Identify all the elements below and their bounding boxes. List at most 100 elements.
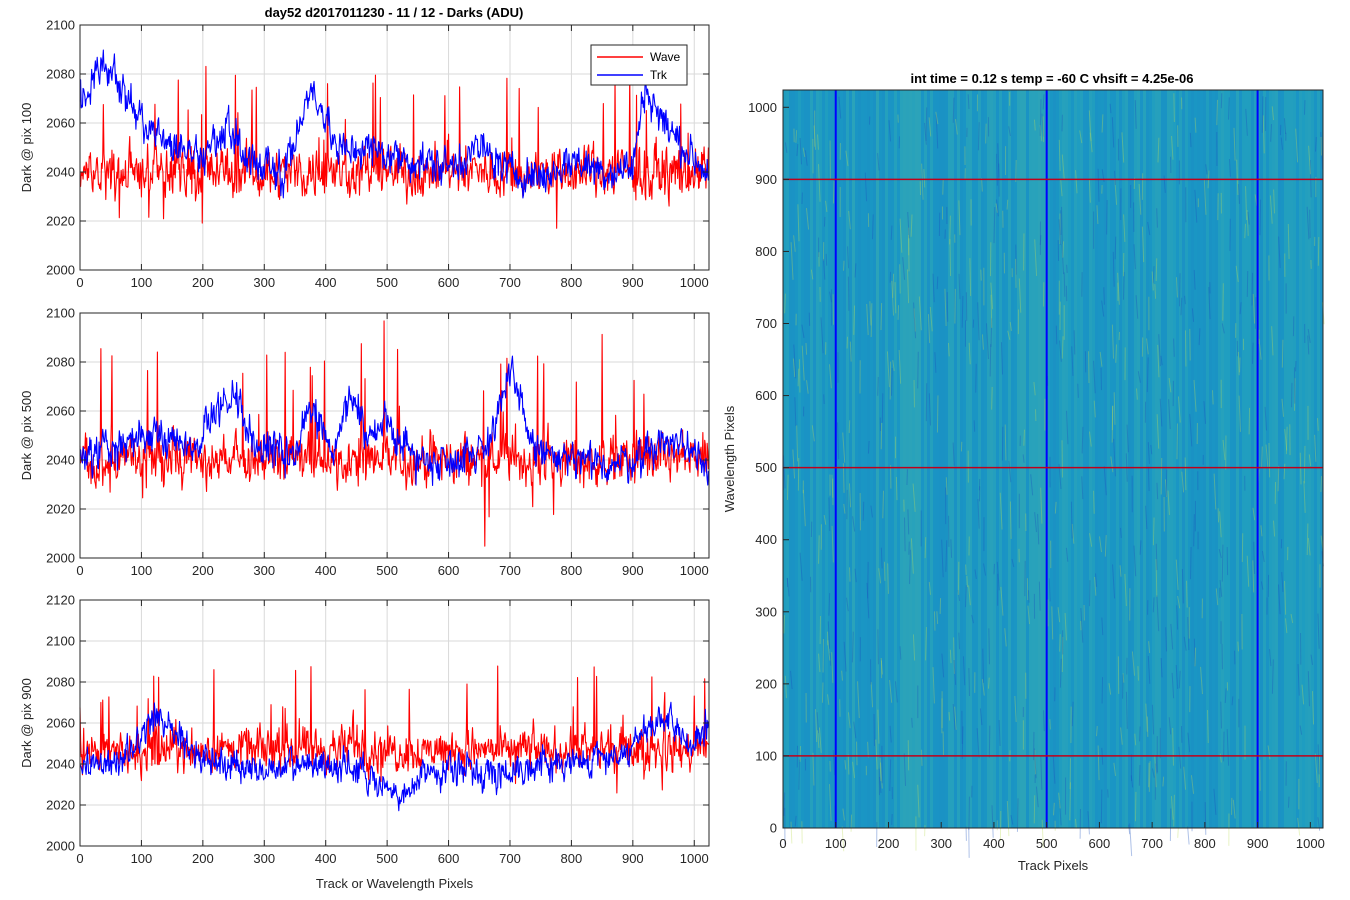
heatmap-streak bbox=[1155, 559, 1158, 598]
heatmap-band bbox=[888, 90, 891, 828]
heatmap-band bbox=[1182, 90, 1185, 828]
heatmap-streak bbox=[1099, 536, 1102, 553]
heatmap-streak bbox=[889, 759, 892, 791]
heatmap-streak bbox=[1101, 114, 1104, 133]
heatmap-streak bbox=[1004, 628, 1007, 647]
heatmap-streak bbox=[936, 395, 939, 433]
heatmap-streak bbox=[1178, 273, 1181, 307]
heatmap-streak bbox=[1231, 696, 1234, 706]
heatmap-streak bbox=[1281, 339, 1284, 368]
heatmap-streak bbox=[1097, 168, 1100, 202]
y-tick-label: 100 bbox=[755, 748, 777, 763]
heatmap-streak bbox=[823, 216, 826, 227]
heatmap-streak bbox=[1009, 501, 1012, 539]
heatmap-band bbox=[789, 90, 792, 828]
heatmap-streak bbox=[1251, 272, 1254, 306]
heatmap-streak bbox=[1203, 178, 1207, 215]
heatmap-streak bbox=[1177, 595, 1181, 609]
heatmap-streak bbox=[1252, 342, 1254, 364]
heatmap-band bbox=[1233, 90, 1236, 828]
heatmap-streak bbox=[1154, 284, 1157, 299]
heatmap-streak bbox=[1307, 328, 1311, 343]
heatmap-band bbox=[804, 90, 807, 828]
heatmap-band bbox=[1134, 90, 1137, 828]
heatmap-band bbox=[1311, 90, 1314, 828]
heatmap-streak bbox=[935, 111, 939, 125]
heatmap-streak bbox=[825, 253, 828, 266]
heatmap-streak bbox=[993, 207, 996, 244]
heatmap-band bbox=[1278, 90, 1281, 828]
heatmap-band bbox=[1302, 90, 1305, 828]
heatmap-streak bbox=[1194, 647, 1197, 667]
heatmap-streak bbox=[985, 323, 989, 360]
heatmap-streak bbox=[1061, 206, 1063, 244]
x-tick-label: 600 bbox=[438, 563, 460, 578]
heatmap-streak bbox=[964, 585, 967, 608]
legend-wave-label: Wave bbox=[650, 50, 681, 64]
heatmap-streak bbox=[1181, 569, 1184, 604]
heatmap-streak bbox=[854, 568, 857, 583]
x-tick-label: 100 bbox=[131, 851, 153, 866]
x-tick-label: 300 bbox=[253, 851, 275, 866]
y-tick-label: 2040 bbox=[46, 453, 75, 468]
series-line-wave bbox=[79, 65, 709, 229]
heatmap-streak bbox=[948, 711, 951, 721]
heatmap-band bbox=[843, 90, 846, 828]
heatmap-streak bbox=[1173, 338, 1175, 357]
y-tick-label: 2060 bbox=[46, 116, 75, 131]
heatmap-streak bbox=[1172, 727, 1174, 766]
heatmap-streak bbox=[875, 739, 878, 770]
heatmap-streak bbox=[1097, 745, 1100, 781]
heatmap-streak bbox=[1213, 473, 1217, 510]
heatmap-streak bbox=[880, 303, 883, 331]
x-tick-label: 700 bbox=[1141, 836, 1163, 851]
heatmap-band bbox=[858, 90, 861, 828]
heatmap-streak bbox=[1016, 798, 1019, 832]
heatmap-streak bbox=[891, 280, 895, 316]
heatmap-streak bbox=[997, 143, 1000, 178]
heatmap-streak bbox=[918, 296, 922, 331]
heatmap-streak bbox=[1042, 94, 1045, 110]
heatmap-band bbox=[837, 90, 840, 828]
heatmap-streak bbox=[851, 631, 854, 663]
heatmap-streak bbox=[947, 342, 950, 357]
heatmap-streak bbox=[1190, 547, 1192, 580]
heatmap-band bbox=[1308, 90, 1311, 828]
heatmap-streak bbox=[850, 814, 853, 832]
heatmap-streak bbox=[962, 656, 966, 686]
heatmap-band bbox=[954, 90, 957, 828]
heatmap-band bbox=[981, 90, 984, 828]
heatmap-streak bbox=[1108, 683, 1112, 695]
heatmap-streak bbox=[1070, 501, 1073, 539]
heatmap-streak bbox=[898, 349, 902, 384]
heatmap-band bbox=[1062, 90, 1065, 828]
heatmap-streak bbox=[786, 474, 789, 501]
heatmap-streak bbox=[1073, 330, 1076, 355]
heatmap-band bbox=[1143, 90, 1146, 828]
heatmap-band bbox=[864, 90, 867, 828]
heatmap-streak bbox=[952, 97, 955, 123]
heatmap-streak bbox=[1027, 605, 1030, 625]
heatmap-streak bbox=[912, 483, 916, 512]
y-axis-label: Dark @ pix 500 bbox=[19, 391, 34, 481]
heatmap-band bbox=[909, 90, 912, 828]
heatmap-streak bbox=[1129, 823, 1133, 857]
heatmap-streak bbox=[1187, 732, 1191, 753]
heatmap-streak bbox=[1103, 287, 1105, 305]
heatmap-streak bbox=[805, 208, 810, 230]
heatmap-streak bbox=[989, 344, 992, 377]
y-tick-label: 600 bbox=[755, 388, 777, 403]
heatmap-streak bbox=[1061, 243, 1065, 275]
heatmap-streak bbox=[825, 200, 828, 212]
heatmap-band bbox=[816, 90, 819, 828]
heatmap-streak bbox=[1113, 392, 1116, 425]
x-tick-label: 800 bbox=[561, 275, 583, 290]
heatmap-streak bbox=[933, 611, 936, 631]
heatmap-streak bbox=[1033, 119, 1036, 131]
heatmap-streak bbox=[958, 273, 961, 300]
heatmap-streak bbox=[796, 143, 799, 157]
heatmap-streak bbox=[799, 746, 802, 762]
heatmap-band bbox=[1011, 90, 1014, 828]
heatmap-streak bbox=[1066, 264, 1068, 273]
